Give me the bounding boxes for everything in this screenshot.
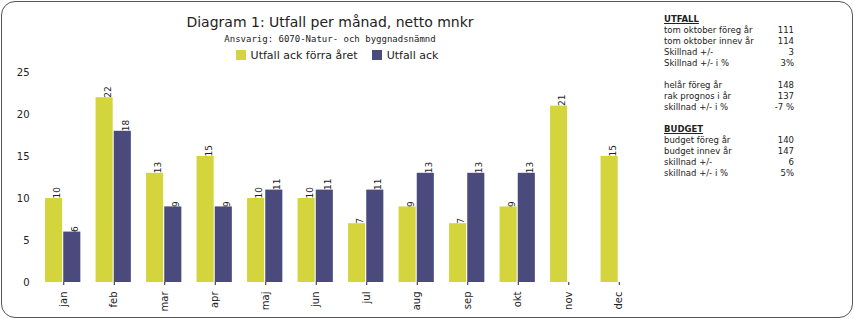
html-text:3: 3 bbox=[788, 47, 794, 57]
html-text:skillnad +/- i %: skillnad +/- i % bbox=[664, 102, 728, 112]
svg-text:9: 9 bbox=[506, 201, 516, 207]
html-text:budget innev år: budget innev år bbox=[664, 146, 732, 156]
html-text:111: 111 bbox=[777, 25, 794, 35]
svg-text:mar: mar bbox=[159, 291, 170, 312]
html-text:rak prognos i år: rak prognos i år bbox=[664, 91, 732, 101]
svg-text:6: 6 bbox=[70, 226, 80, 232]
svg-text:5: 5 bbox=[23, 235, 29, 246]
svg-text:15: 15 bbox=[17, 151, 30, 162]
svg-text:10: 10 bbox=[304, 187, 314, 199]
svg-text:25: 25 bbox=[17, 67, 30, 78]
html-text:UTFALL: UTFALL bbox=[664, 14, 699, 24]
html-text:147: 147 bbox=[777, 146, 794, 156]
svg-text:7: 7 bbox=[355, 218, 365, 224]
svg-text:0: 0 bbox=[23, 277, 29, 288]
html-text:tom oktober föreg år: tom oktober föreg år bbox=[664, 25, 753, 35]
html-text:-7 %: -7 % bbox=[774, 102, 794, 112]
html-text:BUDGET: BUDGET bbox=[664, 124, 703, 134]
html-text:137: 137 bbox=[777, 91, 794, 101]
svg-text:15: 15 bbox=[607, 145, 617, 156]
svg-text:7: 7 bbox=[456, 218, 466, 224]
html-text:Ansvarig: 6070-Natur- och bygg: Ansvarig: 6070-Natur- och byggnadsnämnd bbox=[224, 34, 436, 44]
svg-text:jun: jun bbox=[310, 292, 321, 308]
svg-text:22: 22 bbox=[102, 86, 112, 97]
svg-text:9: 9 bbox=[405, 201, 415, 207]
svg-text:dec: dec bbox=[613, 292, 624, 310]
svg-text:okt: okt bbox=[512, 291, 523, 307]
svg-text:20: 20 bbox=[17, 109, 30, 120]
html-text:148: 148 bbox=[777, 80, 794, 90]
html-text:114: 114 bbox=[777, 36, 794, 46]
svg-text:10: 10 bbox=[17, 193, 30, 204]
svg-text:feb: feb bbox=[108, 292, 119, 308]
svg-text:nov: nov bbox=[563, 291, 574, 309]
svg-text:11: 11 bbox=[373, 179, 383, 190]
svg-text:13: 13 bbox=[525, 162, 535, 173]
svg-text:sep: sep bbox=[462, 292, 473, 310]
svg-text:13: 13 bbox=[474, 162, 484, 173]
svg-text:10: 10 bbox=[254, 187, 264, 199]
svg-text:maj: maj bbox=[260, 292, 271, 311]
svg-text:aug: aug bbox=[411, 292, 422, 311]
svg-text:apr: apr bbox=[209, 291, 220, 308]
svg-text:9: 9 bbox=[171, 201, 181, 207]
html-text:skillnad +/- i %: skillnad +/- i % bbox=[664, 168, 728, 178]
html-text:budget föreg år: budget föreg år bbox=[664, 135, 731, 145]
svg-text:11: 11 bbox=[323, 179, 333, 190]
html-text:140: 140 bbox=[777, 135, 794, 145]
html-text:Utfall ack förra året: Utfall ack förra året bbox=[250, 49, 358, 62]
html-text:helår föreg år: helår föreg år bbox=[664, 80, 722, 90]
svg-text:13: 13 bbox=[424, 162, 434, 173]
svg-text:21: 21 bbox=[557, 95, 567, 106]
svg-text:11: 11 bbox=[272, 179, 282, 190]
html-text:Utfall ack: Utfall ack bbox=[386, 49, 439, 62]
svg-text:jan: jan bbox=[58, 292, 69, 308]
svg-text:18: 18 bbox=[121, 120, 131, 132]
html-text:6: 6 bbox=[788, 157, 794, 167]
html-text:5%: 5% bbox=[780, 168, 794, 178]
svg-text:13: 13 bbox=[153, 162, 163, 173]
html-text:skillnad +/-: skillnad +/- bbox=[664, 157, 713, 167]
html-text:Diagram 1: Utfall per månad, n: Diagram 1: Utfall per månad, netto mnkr bbox=[186, 14, 474, 30]
svg-text:15: 15 bbox=[203, 145, 213, 156]
html-text:3%: 3% bbox=[780, 58, 794, 68]
svg-text:jul: jul bbox=[361, 292, 372, 305]
html-text:Skillnad +/- i %: Skillnad +/- i % bbox=[664, 58, 729, 68]
svg-text:9: 9 bbox=[222, 201, 232, 207]
html-text:Skillnad +/-: Skillnad +/- bbox=[664, 47, 714, 57]
svg-text:10: 10 bbox=[52, 187, 62, 199]
html-text:tom oktober innev år: tom oktober innev år bbox=[664, 36, 754, 46]
